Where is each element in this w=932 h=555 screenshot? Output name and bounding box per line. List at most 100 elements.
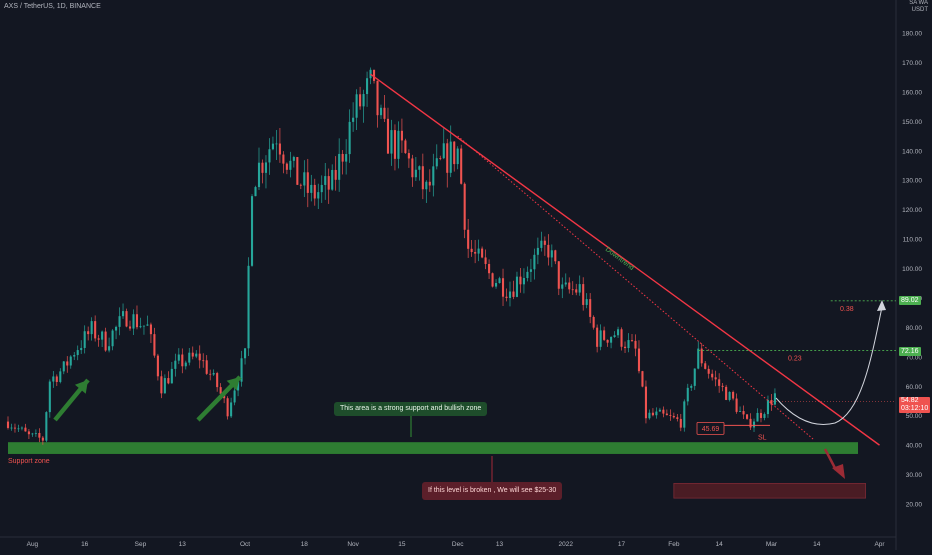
level-price-tag-89: 89.02 bbox=[899, 296, 921, 305]
candle-body bbox=[348, 121, 351, 155]
candle-body bbox=[557, 261, 560, 289]
candle-body bbox=[146, 324, 149, 326]
candle-body bbox=[209, 373, 212, 375]
candle-body bbox=[149, 324, 152, 335]
candle-body bbox=[198, 353, 201, 361]
candle-body bbox=[495, 283, 498, 287]
candle-body bbox=[59, 371, 62, 382]
candle-body bbox=[212, 373, 215, 375]
candle-body bbox=[498, 278, 501, 284]
candle-body bbox=[184, 362, 187, 367]
candle-body bbox=[665, 413, 668, 416]
breakdown-arrow-head bbox=[832, 464, 845, 479]
candle-body bbox=[533, 254, 536, 270]
y-tick-label: 100.00 bbox=[902, 266, 922, 273]
y-tick-label: 160.00 bbox=[902, 89, 922, 96]
candle-body bbox=[407, 153, 410, 159]
candle-body bbox=[10, 427, 13, 429]
candle-body bbox=[690, 385, 693, 388]
candle-body bbox=[435, 158, 438, 167]
candle-body bbox=[634, 340, 637, 349]
candle-body bbox=[508, 291, 512, 298]
candle-body bbox=[13, 427, 17, 429]
candle-body bbox=[578, 284, 581, 293]
symbol-title[interactable]: AXS / TetherUS, 1D, BINANCE bbox=[4, 3, 101, 10]
candle-body bbox=[693, 368, 696, 386]
candle-body bbox=[163, 378, 166, 394]
stop-loss-box bbox=[696, 421, 725, 435]
x-tick-label: Oct bbox=[240, 541, 250, 548]
bullish-arrow-head bbox=[74, 380, 88, 394]
candle-body bbox=[501, 278, 505, 297]
stop-loss-price: 45.69 bbox=[702, 426, 720, 433]
current-price-tag: 54.82 03:12:10 bbox=[899, 397, 931, 413]
currency-unit-top: SA WA bbox=[909, 0, 928, 6]
candle-body bbox=[341, 153, 344, 162]
candle-body bbox=[561, 284, 564, 289]
candle-body bbox=[320, 184, 323, 193]
candle-body bbox=[264, 162, 268, 173]
candle-body bbox=[202, 360, 205, 362]
candle-body bbox=[393, 130, 396, 159]
candle-body bbox=[571, 289, 574, 291]
candle-body bbox=[135, 314, 139, 328]
x-tick-label: 2022 bbox=[559, 541, 574, 548]
candle-body bbox=[160, 376, 163, 394]
candle-body bbox=[355, 94, 358, 118]
fib-level-label: 0.38 bbox=[840, 306, 854, 313]
candle-body bbox=[177, 354, 180, 361]
candle-body bbox=[766, 400, 770, 415]
candle-body bbox=[718, 379, 721, 386]
candle-body bbox=[662, 409, 665, 414]
candle-body bbox=[763, 414, 766, 418]
breakdown-target-zone bbox=[673, 482, 866, 499]
projection-curve bbox=[775, 306, 883, 425]
currency-unit: SA WA USDT bbox=[888, 0, 928, 14]
candle-body bbox=[205, 360, 208, 374]
candle-body bbox=[655, 411, 658, 416]
candle-body bbox=[132, 314, 135, 329]
candle-body bbox=[369, 69, 372, 79]
candle-body bbox=[327, 176, 330, 190]
candle-body bbox=[87, 331, 90, 335]
candle-body bbox=[372, 69, 376, 81]
candle-body bbox=[592, 316, 595, 328]
candle-body bbox=[529, 269, 532, 272]
candle-body bbox=[543, 240, 546, 245]
candle-body bbox=[672, 415, 675, 418]
candle-body bbox=[704, 363, 707, 369]
candle-body bbox=[41, 437, 44, 441]
candle-body bbox=[711, 373, 714, 378]
candle-body bbox=[414, 169, 417, 178]
candle-body bbox=[613, 335, 616, 337]
candle-body bbox=[268, 149, 271, 163]
candle-body bbox=[181, 354, 184, 367]
candle-body bbox=[244, 348, 247, 359]
candle-body bbox=[191, 352, 194, 357]
stop-loss-label: SL bbox=[758, 434, 767, 441]
candle-body bbox=[219, 387, 222, 394]
candle-body bbox=[334, 169, 337, 180]
candle-body bbox=[669, 415, 672, 416]
candle-body bbox=[421, 166, 424, 190]
candle-body bbox=[282, 154, 285, 164]
candle-body bbox=[156, 355, 159, 377]
candle-body bbox=[257, 162, 261, 188]
candle-body bbox=[442, 143, 445, 159]
candle-body bbox=[648, 412, 651, 419]
x-tick-label: 16 bbox=[81, 541, 89, 548]
candle-body bbox=[658, 409, 661, 412]
candle-body bbox=[128, 326, 132, 329]
candle-body bbox=[317, 192, 320, 199]
candle-body bbox=[352, 117, 355, 122]
candle-body bbox=[547, 244, 550, 258]
candle-body bbox=[428, 181, 431, 186]
candle-body bbox=[411, 158, 414, 178]
candle-body bbox=[250, 196, 254, 266]
candle-body bbox=[73, 355, 76, 357]
candle-body bbox=[446, 143, 449, 173]
breakdown-arrow-shaft bbox=[823, 448, 838, 471]
candle-body bbox=[383, 107, 386, 119]
